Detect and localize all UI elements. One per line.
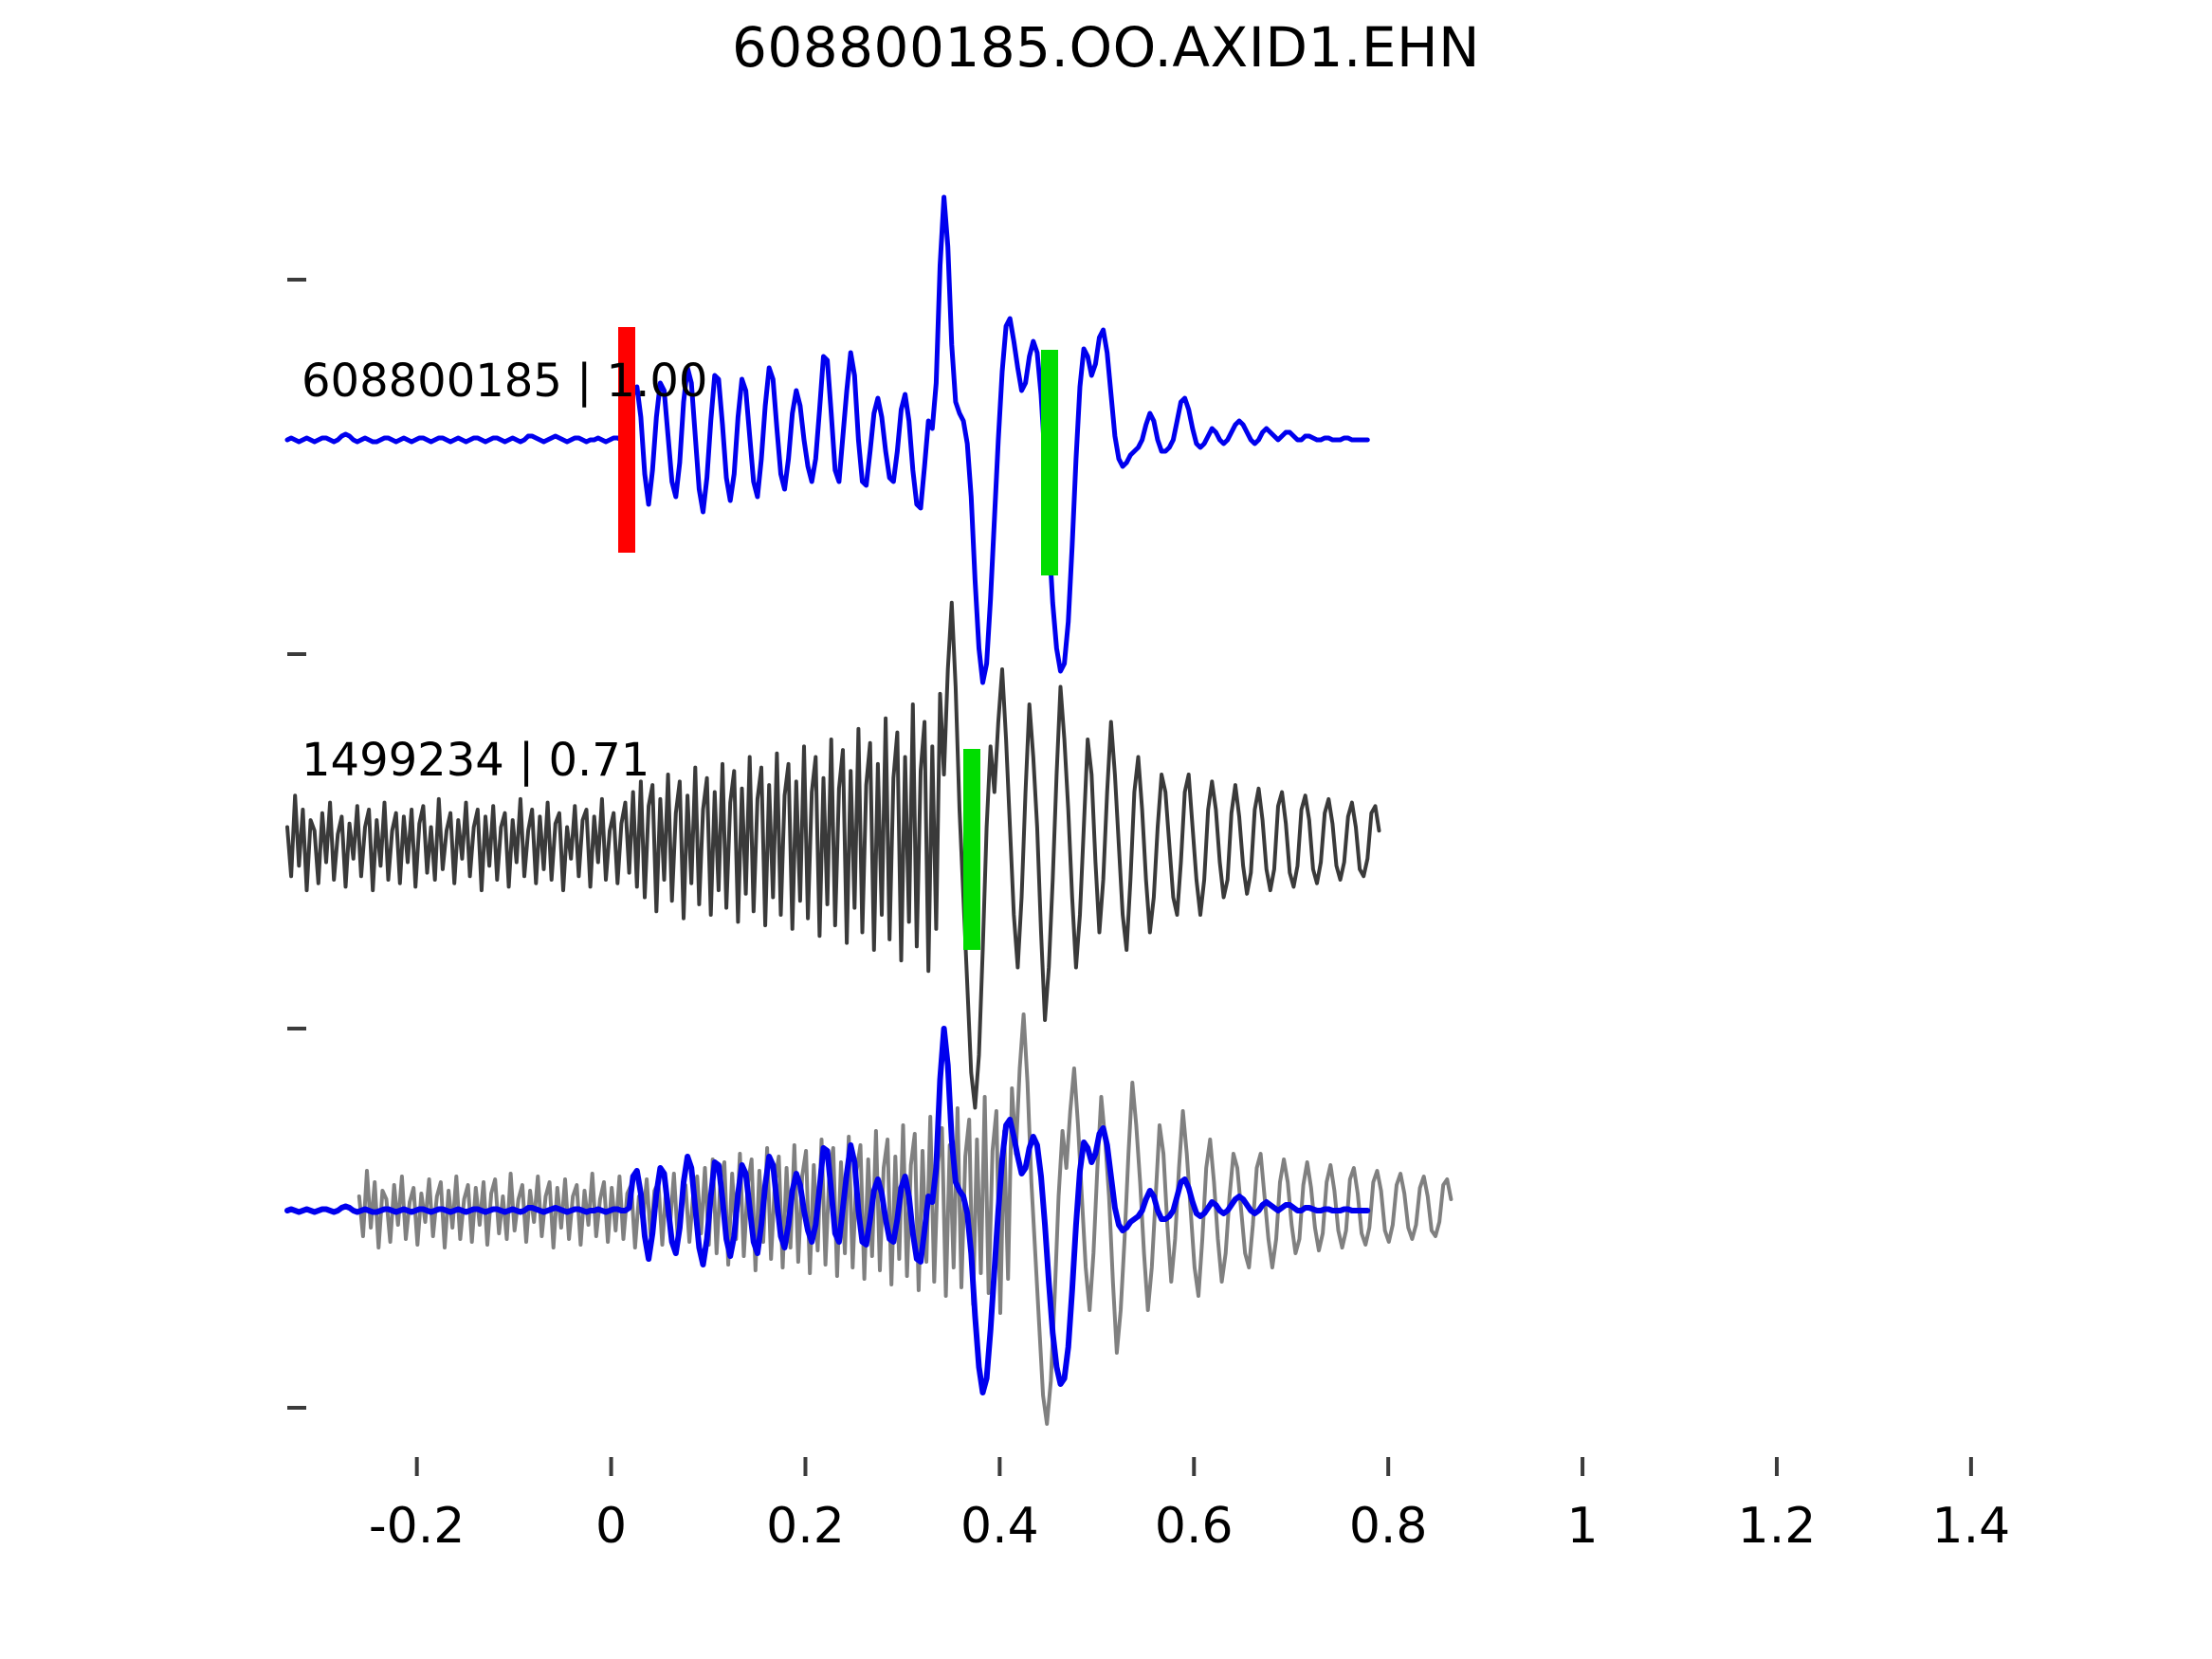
trace-label-template: 608800185 | 1.00 [302,355,707,408]
y-axis-ticks [287,278,306,1410]
x-tick-label: 1.4 [1932,1498,2011,1555]
x-tick-label: 0 [595,1498,627,1555]
x-axis-ticks: -0.2 0 0.2 0.4 0.6 0.8 1 1.2 1.4 [369,1457,2010,1555]
page-title: 608800185.OO.AXID1.EHN [731,15,1481,80]
waveform-overlay-detection-trace [356,1012,1453,1426]
pick-marker-s-pick[interactable] [963,749,980,950]
x-tick-label: 1.2 [1738,1498,1817,1555]
x-tick-label: 0.2 [766,1498,845,1555]
pick-marker-p-pick[interactable] [618,327,635,553]
x-tick-label: 1 [1567,1498,1599,1555]
x-tick-label: -0.2 [369,1498,465,1555]
pick-marker-s-pick[interactable] [1041,350,1058,575]
waveform-detection-trace [285,600,1381,1110]
x-tick-label: 0.4 [960,1498,1039,1555]
trace-label-detection: 1499234 | 0.71 [302,734,649,787]
x-tick-label: 0.8 [1349,1498,1428,1555]
waveform-overlay-template-trace [284,1026,1371,1395]
x-tick-label: 0.6 [1155,1498,1234,1555]
waveform-template-trace [284,194,1370,685]
